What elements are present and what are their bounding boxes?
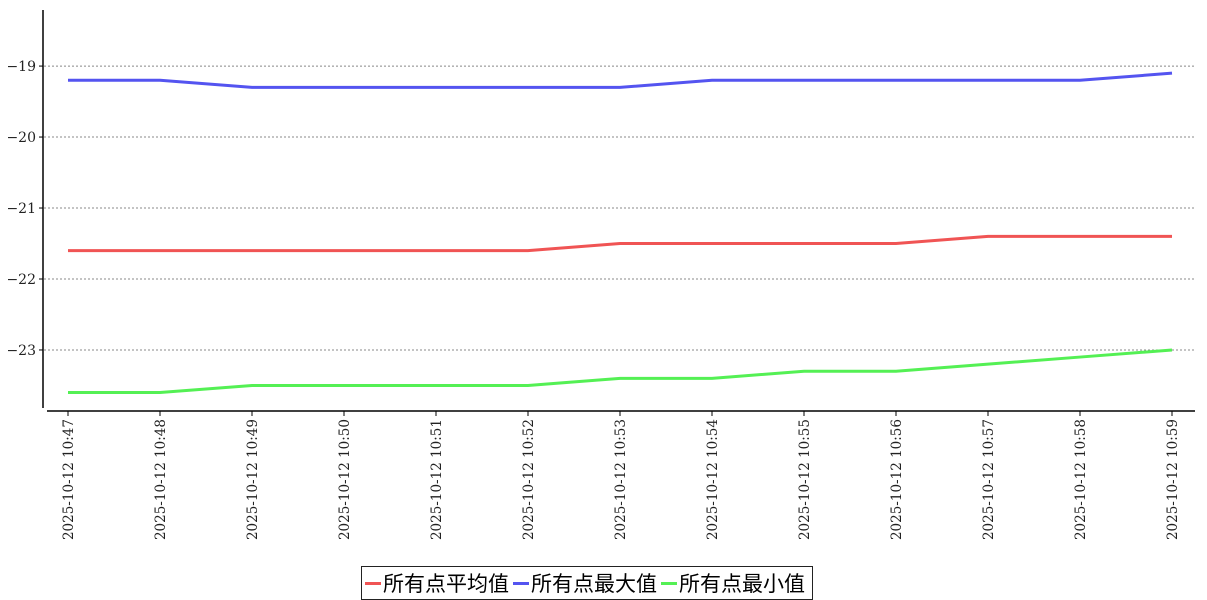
x-tick-label: 2025-10-12 10:56 [889, 419, 905, 540]
y-tick-label: −22 [6, 272, 36, 288]
x-tick-label: 2025-10-12 10:50 [337, 419, 353, 540]
x-tick-label: 2025-10-12 10:55 [797, 419, 813, 540]
legend: 所有点平均值 所有点最大值 所有点最小值 [361, 566, 813, 600]
legend-swatch-avg [365, 581, 381, 585]
legend-label-min: 所有点最小值 [679, 572, 805, 596]
x-tick-label: 2025-10-12 10:48 [153, 419, 169, 540]
x-tick-label: 2025-10-12 10:53 [613, 419, 629, 540]
x-tick-label: 2025-10-12 10:51 [429, 419, 445, 540]
series-lines [67, 71, 1173, 395]
x-tick-label: 2025-10-12 10:57 [981, 419, 997, 540]
legend-swatch-min [661, 581, 677, 585]
x-tick-label: 2025-10-12 10:49 [245, 419, 261, 540]
gridlines [44, 65, 1195, 351]
legend-item-max: 所有点最大值 [513, 568, 657, 598]
legend-item-min: 所有点最小值 [661, 568, 805, 598]
x-tick-label: 2025-10-12 10:47 [61, 419, 77, 540]
y-tick-label: −23 [6, 343, 36, 359]
y-tick-label: −19 [6, 59, 36, 75]
x-tick-label: 2025-10-12 10:52 [521, 419, 537, 540]
legend-swatch-max [513, 581, 529, 585]
x-tick-label: 2025-10-12 10:54 [705, 419, 721, 540]
series-line-2 [68, 348, 1173, 395]
y-tick-label: −20 [6, 130, 36, 146]
x-axis: 2025-10-12 10:47 2025-10-12 10:48 2025-10-… [47, 410, 1195, 540]
y-axis: −19 −20 −21 −22 −23 [6, 10, 44, 408]
series-line-1 [68, 71, 1173, 89]
y-tick-label: −21 [6, 201, 36, 217]
x-tick-label: 2025-10-12 10:59 [1165, 419, 1181, 540]
x-tick-label: 2025-10-12 10:58 [1073, 419, 1089, 540]
legend-item-avg: 所有点平均值 [365, 568, 509, 598]
legend-label-avg: 所有点平均值 [383, 572, 509, 596]
legend-label-max: 所有点最大值 [531, 572, 657, 596]
